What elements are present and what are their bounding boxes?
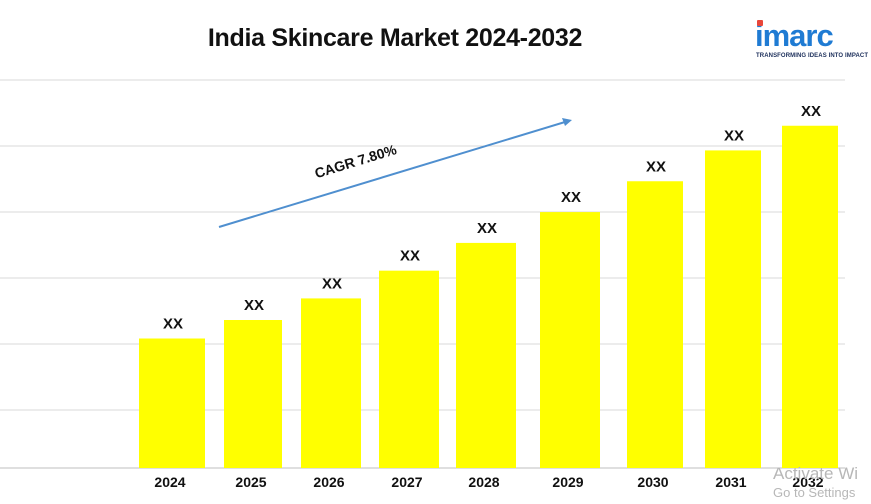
bar	[705, 150, 761, 468]
bar	[301, 298, 361, 468]
data-label: XX	[163, 316, 183, 333]
data-label: XX	[322, 275, 342, 292]
data-label: XX	[724, 127, 744, 144]
data-label: XX	[244, 297, 264, 314]
bar	[782, 125, 838, 468]
data-label: XX	[646, 158, 666, 175]
data-label: XX	[400, 248, 420, 265]
imarc-logo: imarc TRANSFORMING IDEAS INTO IMPACT	[753, 18, 868, 64]
windows-activation-watermark: Activate Wi Go to Settings	[773, 464, 858, 500]
logo-wordmark: imarc	[755, 18, 834, 53]
bar	[540, 212, 600, 468]
bar	[456, 242, 516, 468]
x-tick-label: 2029	[552, 474, 583, 490]
x-tick-label: 2024	[154, 474, 185, 490]
cagr-label: CAGR 7.80%	[313, 141, 399, 181]
cagr-annotation: CAGR 7.80%	[218, 118, 572, 228]
data-labels: XX XX XX XX XX XX XX XX XX	[163, 103, 821, 333]
watermark-line-1: Activate Wi	[773, 464, 859, 483]
cagr-arrowhead	[562, 118, 572, 126]
x-tick-label: 2030	[637, 474, 668, 490]
x-tick-label: 2031	[715, 474, 746, 490]
watermark-line-2: Go to Settings	[773, 485, 856, 500]
x-tick-label: 2025	[235, 474, 266, 490]
chart-title: India Skincare Market 2024-2032	[207, 24, 583, 52]
x-tick-label: 2027	[391, 474, 422, 490]
bars	[139, 125, 838, 468]
x-tick-label: 2028	[468, 474, 499, 490]
logo-accent-dot	[757, 20, 763, 26]
data-label: XX	[561, 189, 581, 206]
bar	[224, 320, 282, 468]
logo-tagline: TRANSFORMING IDEAS INTO IMPACT	[756, 53, 869, 59]
cagr-arrow	[218, 121, 566, 228]
bar	[379, 270, 439, 468]
bar	[139, 338, 205, 468]
bar	[627, 181, 683, 468]
data-label: XX	[477, 220, 497, 237]
x-tick-label: 2026	[313, 474, 344, 490]
x-tick-labels: 2024 2025 2026 2027 2028 2029 2030 2031 2032	[154, 474, 823, 490]
data-label: XX	[801, 103, 821, 120]
x-tick-label: 2032	[792, 474, 823, 490]
